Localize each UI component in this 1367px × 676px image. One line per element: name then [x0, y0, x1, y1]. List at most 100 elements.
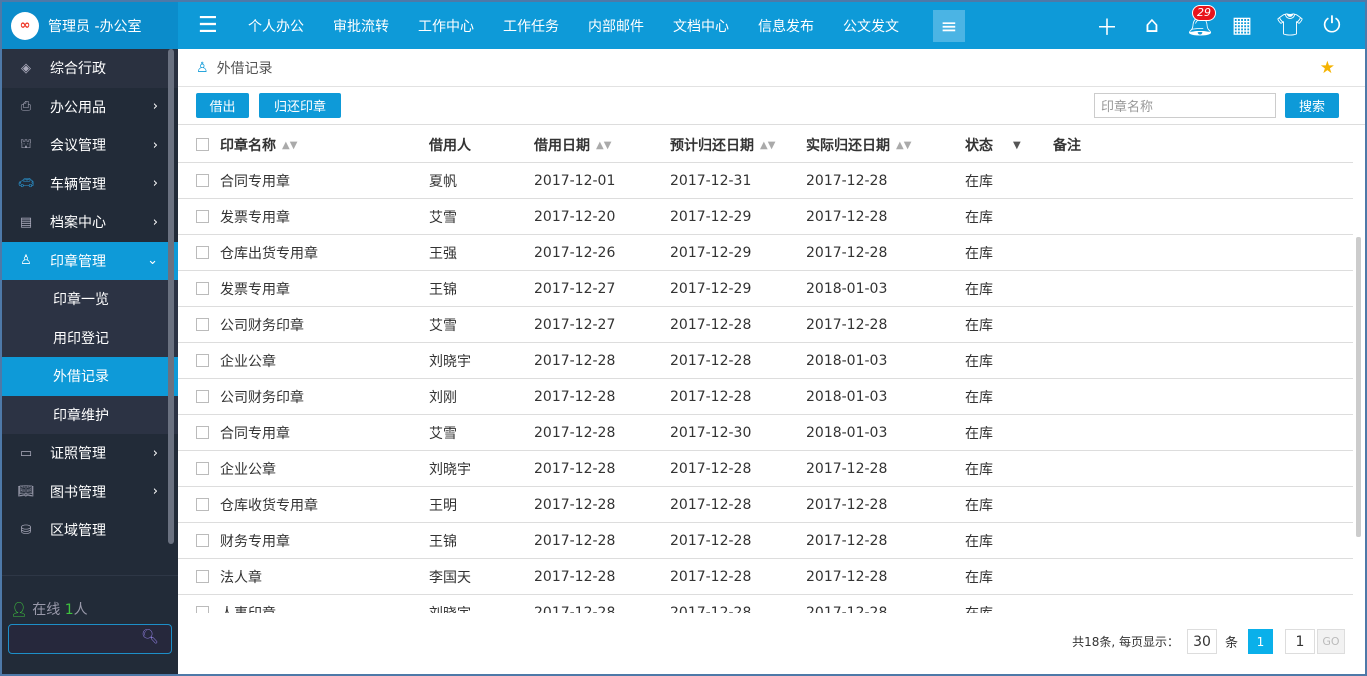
table-cell: 在库 — [965, 570, 993, 586]
table-cell: 王锦 — [429, 282, 457, 298]
sidebar-subitem[interactable]: 印章一览 — [2, 280, 178, 319]
chevron-right-icon: › — [152, 99, 158, 115]
breadcrumb: ♙ 外借记录 ★ — [178, 49, 1365, 87]
search-icon[interactable]: 🔍︎ — [141, 629, 159, 645]
shirt-icon[interactable]: 👕︎ — [1276, 13, 1304, 38]
star-icon[interactable]: ★ — [1319, 57, 1335, 78]
row-checkbox[interactable] — [196, 606, 209, 613]
nav-item[interactable]: 工作任务 — [503, 18, 559, 35]
sidebar-item-books[interactable]: 📖︎ 图书管理 › — [2, 473, 178, 512]
row-checkbox[interactable] — [196, 174, 209, 187]
sidebar-item-admin[interactable]: ◈ 综合行政 — [2, 49, 178, 88]
table-row[interactable]: 企业公章 刘晓宇 2017-12-28 2017-12-28 2018-01-03 在库 — [178, 343, 1353, 379]
nav-item[interactable]: 工作中心 — [418, 18, 474, 35]
table-row[interactable]: 发票专用章 王锦 2017-12-27 2017-12-29 2018-01-03 在库 — [178, 271, 1353, 307]
column-header[interactable]: 借用日期 ▲▼ — [534, 138, 612, 154]
more-menu-icon[interactable]: ≡ — [933, 9, 965, 42]
row-checkbox[interactable] — [196, 390, 209, 403]
column-header[interactable]: 印章名称 ▲▼ — [220, 138, 298, 154]
goto-page-input[interactable]: 1 — [1285, 629, 1315, 654]
apps-icon[interactable]: ▦ — [1231, 13, 1253, 38]
sidebar-item-vehicle[interactable]: 🚗︎ 车辆管理 › — [2, 165, 178, 204]
nav-item[interactable]: 个人办公 — [248, 18, 304, 35]
chevron-right-icon: › — [152, 176, 158, 192]
go-button[interactable]: GO — [1317, 629, 1345, 654]
row-checkbox[interactable] — [196, 282, 209, 295]
row-checkbox[interactable] — [196, 246, 209, 259]
sidebar-item-seal[interactable]: ♙ 印章管理 ⌄ — [2, 241, 178, 280]
per-page-input[interactable]: 30 — [1186, 629, 1217, 654]
sidebar-subitem[interactable]: 印章维护 — [2, 395, 178, 434]
table-row[interactable]: 公司财务印章 艾雪 2017-12-27 2017-12-28 2017-12-28 在库 — [178, 307, 1353, 343]
column-header[interactable]: 预计归还日期 ▲▼ — [670, 138, 776, 154]
row-checkbox[interactable] — [196, 354, 209, 367]
table-cell: 2017-12-28 — [806, 497, 888, 513]
table-row[interactable]: 仓库收货专用章 王明 2017-12-28 2017-12-28 2017-12-28 在… — [178, 487, 1353, 523]
sidebar-item-office-supplies[interactable]: ⎙ 办公用品 › — [2, 88, 178, 127]
home-icon[interactable]: ⌂ — [1145, 13, 1159, 38]
nav-item[interactable]: 文档中心 — [673, 18, 729, 35]
table-cell: 发票专用章 — [220, 210, 290, 226]
table-cell: 在库 — [965, 534, 993, 550]
sidebar: ◈ 综合行政 ⎙ 办公用品 › ⛫ 会议管理 › 🚗︎ 车辆管理 › ▤ 档案中心 › ♙ 印章管理… — [2, 49, 178, 674]
table-row[interactable]: 法人章 李国天 2017-12-28 2017-12-28 2017-12-28 在库 — [178, 559, 1353, 595]
table-row[interactable]: 发票专用章 艾雪 2017-12-20 2017-12-29 2017-12-28 在库 — [178, 199, 1353, 235]
sidebar-subitem-active[interactable]: 外借记录 — [2, 357, 178, 396]
table-cell: 合同专用章 — [220, 426, 290, 442]
table-row[interactable]: 财务专用章 王锦 2017-12-28 2017-12-28 2017-12-28 在库 — [178, 523, 1353, 559]
row-checkbox[interactable] — [196, 570, 209, 583]
table-cell: 2017-12-28 — [670, 317, 752, 333]
row-checkbox[interactable] — [196, 318, 209, 331]
sidebar-item-meeting[interactable]: ⛫ 会议管理 › — [2, 126, 178, 165]
return-seal-button[interactable]: 归还印章 — [259, 93, 341, 118]
menu-toggle-icon[interactable]: ☰ — [198, 13, 218, 38]
table-cell: 仓库收货专用章 — [220, 498, 318, 514]
table-cell: 夏帆 — [429, 174, 457, 190]
table-row[interactable]: 企业公章 刘晓宇 2017-12-28 2017-12-28 2017-12-28 在库 — [178, 451, 1353, 487]
table-row[interactable]: 仓库出货专用章 王强 2017-12-26 2017-12-29 2017-12-28 在… — [178, 235, 1353, 271]
nav-item[interactable]: 公文发文 — [843, 18, 899, 35]
row-checkbox[interactable] — [196, 426, 209, 439]
page-button-current[interactable]: 1 — [1248, 629, 1273, 654]
table-cell: 2017-12-28 — [670, 389, 752, 405]
sidebar-item-region[interactable]: ⛁ 区域管理 — [2, 511, 178, 550]
sidebar-item-label: 档案中心 — [50, 215, 106, 232]
chevron-right-icon: › — [152, 214, 158, 230]
table-row[interactable]: 人事印章 刘晓宇 2017-12-28 2017-12-28 2017-12-28 在库 — [178, 595, 1353, 613]
table-cell: 2017-12-28 — [806, 461, 888, 477]
select-all-checkbox[interactable] — [196, 138, 209, 151]
row-checkbox[interactable] — [196, 498, 209, 511]
table-row[interactable]: 合同专用章 夏帆 2017-12-01 2017-12-31 2017-12-28 在库 — [178, 163, 1353, 199]
sort-icon: ▲▼ — [896, 139, 912, 151]
table-cell: 企业公章 — [220, 354, 276, 370]
table-row[interactable]: 公司财务印章 刘刚 2017-12-28 2017-12-28 2018-01-03 在库 — [178, 379, 1353, 415]
sidebar-search-input[interactable]: 🔍︎ — [8, 624, 172, 654]
table-cell: 在库 — [965, 210, 993, 226]
table-scrollbar[interactable] — [1356, 237, 1361, 537]
row-checkbox[interactable] — [196, 534, 209, 547]
table-cell: 2017-12-27 — [534, 281, 616, 297]
sidebar-item-archive[interactable]: ▤ 档案中心 › — [2, 203, 178, 242]
table-cell: 法人章 — [220, 570, 262, 586]
nav-item[interactable]: 内部邮件 — [588, 18, 644, 35]
table-row[interactable]: 合同专用章 艾雪 2017-12-28 2017-12-30 2018-01-03 在库 — [178, 415, 1353, 451]
sidebar-scrollbar[interactable] — [168, 49, 174, 544]
power-icon[interactable]: ⏻ — [1323, 13, 1341, 38]
row-checkbox[interactable] — [196, 210, 209, 223]
sidebar-item-license[interactable]: ▭ 证照管理 › — [2, 434, 178, 473]
table-cell: 2017-12-28 — [806, 209, 888, 225]
chevron-right-icon: › — [152, 484, 158, 500]
nav-item[interactable]: 信息发布 — [758, 18, 814, 35]
sidebar-subitem[interactable]: 用印登记 — [2, 318, 178, 357]
column-header[interactable]: 实际归还日期 ▲▼ — [806, 138, 912, 154]
seal-name-search-input[interactable]: 印章名称 — [1094, 93, 1276, 118]
lend-button[interactable]: 借出 — [196, 93, 249, 118]
search-button[interactable]: 搜索 — [1285, 93, 1339, 118]
table-cell: 2017-12-28 — [806, 173, 888, 189]
plus-icon[interactable]: ＋ — [1096, 15, 1119, 41]
bell-icon[interactable]: 🔔︎ 29 — [1186, 5, 1216, 38]
column-header[interactable]: 状态 ▼ — [965, 138, 1021, 154]
row-checkbox[interactable] — [196, 462, 209, 475]
nav-item[interactable]: 审批流转 — [333, 18, 389, 35]
table-cell: 王明 — [429, 498, 457, 514]
